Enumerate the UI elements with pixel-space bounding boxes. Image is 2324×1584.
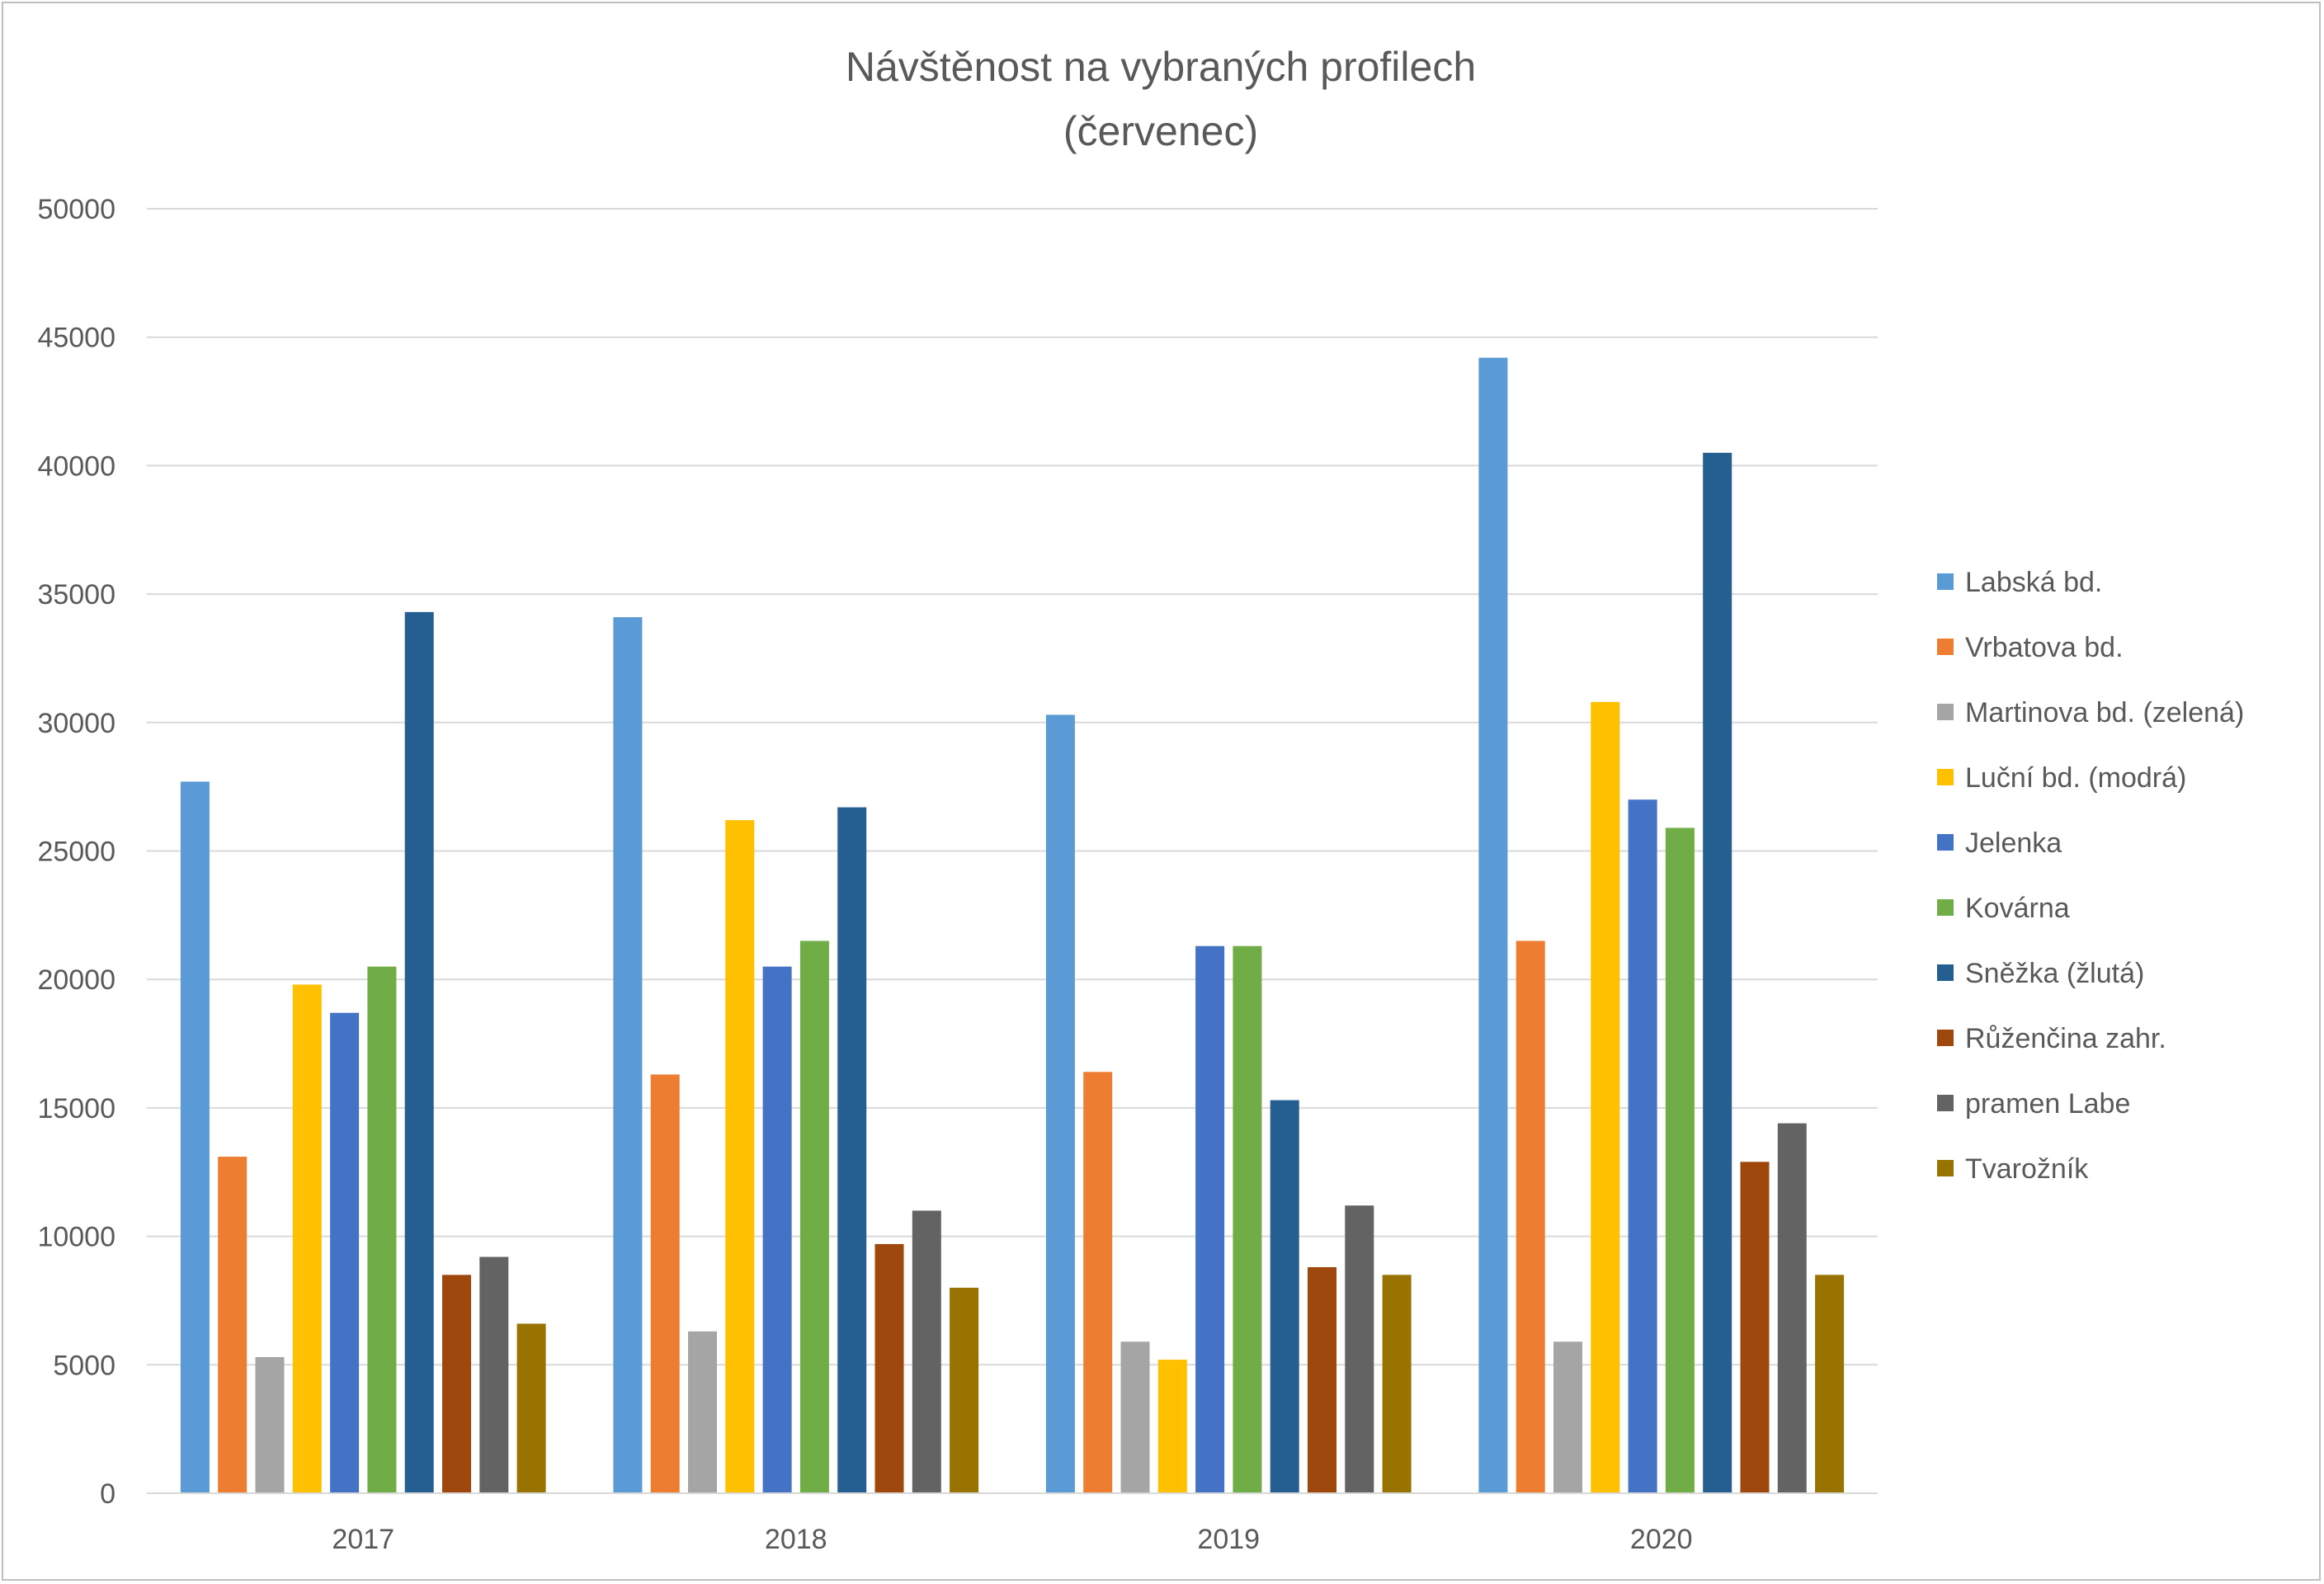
bar-2019-5 — [1195, 945, 1225, 1493]
chart-title: Návštěnost na vybraných profilech — [846, 44, 1476, 90]
bar-2020-10 — [1815, 1275, 1845, 1493]
legend-label: Jelenka — [1965, 827, 2062, 859]
bar-2017-4 — [292, 984, 322, 1493]
legend-label: Martinova bd. (zelená) — [1965, 697, 2244, 728]
bar-2018-4 — [725, 820, 755, 1493]
x-tick-label: 2017 — [332, 1524, 394, 1555]
y-tick-label: 30000 — [37, 708, 115, 739]
y-tick-label: 35000 — [37, 579, 115, 610]
bar-2017-8 — [442, 1275, 471, 1493]
bar-2017-7 — [404, 611, 434, 1494]
bar-2017-10 — [516, 1323, 546, 1493]
bar-2019-1 — [1045, 714, 1075, 1493]
bar-2019-4 — [1157, 1360, 1187, 1493]
legend-swatch — [1937, 964, 1954, 981]
bar-2019-8 — [1308, 1266, 1336, 1493]
bar-2019-10 — [1382, 1275, 1412, 1493]
legend-swatch — [1937, 573, 1954, 590]
bar-2017-6 — [367, 966, 397, 1493]
x-tick-label: 2018 — [765, 1524, 827, 1555]
y-tick-label: 50000 — [37, 194, 115, 225]
bar-2019-7 — [1270, 1100, 1299, 1493]
bar-2018-6 — [799, 940, 829, 1493]
bar-2018-7 — [837, 807, 867, 1493]
y-tick-label: 0 — [100, 1478, 115, 1510]
bar-2018-1 — [613, 617, 643, 1493]
legend-swatch — [1937, 899, 1954, 916]
y-tick-label: 20000 — [37, 964, 115, 996]
legend-label: Kovárna — [1965, 893, 2070, 924]
legend-label: Růženčina zahr. — [1965, 1023, 2166, 1054]
bar-2020-2 — [1516, 940, 1545, 1493]
legend-swatch — [1937, 704, 1954, 720]
x-axis-ticks: 2017 2018 2019 2020 — [332, 1524, 1692, 1555]
bar-2020-9 — [1777, 1123, 1807, 1493]
y-tick-label: 25000 — [37, 837, 115, 868]
bar-2018-3 — [688, 1331, 717, 1493]
bar-2017-5 — [330, 1012, 360, 1493]
bar-2018-9 — [912, 1210, 941, 1493]
legend: Labská bd. Vrbatova bd. Martinova bd. (zel… — [1937, 567, 2244, 1185]
bar-2020-1 — [1478, 357, 1508, 1493]
bar-2017-2 — [218, 1157, 247, 1493]
bar-2017-9 — [479, 1256, 509, 1493]
bars — [180, 357, 1845, 1494]
bar-2018-10 — [950, 1287, 979, 1493]
x-tick-label: 2019 — [1197, 1524, 1260, 1555]
bar-2018-8 — [874, 1243, 904, 1493]
bar-2017-1 — [180, 781, 210, 1493]
bar-2020-7 — [1703, 452, 1732, 1493]
legend-swatch — [1937, 834, 1954, 851]
bar-2018-5 — [762, 966, 792, 1493]
gridlines — [147, 208, 1878, 1366]
legend-label: Vrbatova bd. — [1965, 632, 2124, 663]
bar-2020-4 — [1591, 701, 1620, 1493]
legend-swatch — [1937, 1030, 1954, 1046]
legend-label: Labská bd. — [1965, 567, 2102, 598]
y-tick-label: 15000 — [37, 1093, 115, 1124]
bar-2017-3 — [255, 1356, 285, 1493]
legend-label: Sněžka (žlutá) — [1965, 958, 2144, 989]
y-tick-label: 45000 — [37, 323, 115, 354]
bar-2020-6 — [1665, 827, 1695, 1493]
bar-2018-2 — [650, 1074, 680, 1493]
y-tick-label: 5000 — [53, 1350, 115, 1381]
bar-2019-3 — [1120, 1341, 1150, 1493]
y-axis-ticks: 0 5000 10000 15000 20000 25000 30000 35000 40000… — [37, 194, 115, 1510]
legend-swatch — [1937, 1095, 1954, 1111]
legend-swatch — [1937, 639, 1954, 655]
bar-2019-2 — [1083, 1072, 1113, 1493]
y-tick-label: 40000 — [37, 450, 115, 482]
x-tick-label: 2020 — [1630, 1524, 1693, 1555]
legend-label: Tvarožník — [1965, 1153, 2089, 1185]
legend-label: pramen Labe — [1965, 1088, 2130, 1120]
bar-2020-5 — [1628, 799, 1657, 1493]
bar-2019-9 — [1345, 1205, 1374, 1493]
legend-swatch — [1937, 769, 1954, 785]
bar-2020-3 — [1553, 1341, 1582, 1493]
y-tick-label: 10000 — [37, 1222, 115, 1253]
bar-2019-6 — [1233, 945, 1262, 1493]
chart-subtitle: (červenec) — [1063, 108, 1258, 154]
legend-label: Luční bd. (modrá) — [1965, 762, 2186, 794]
bar-2020-8 — [1740, 1162, 1770, 1493]
legend-swatch — [1937, 1160, 1954, 1176]
